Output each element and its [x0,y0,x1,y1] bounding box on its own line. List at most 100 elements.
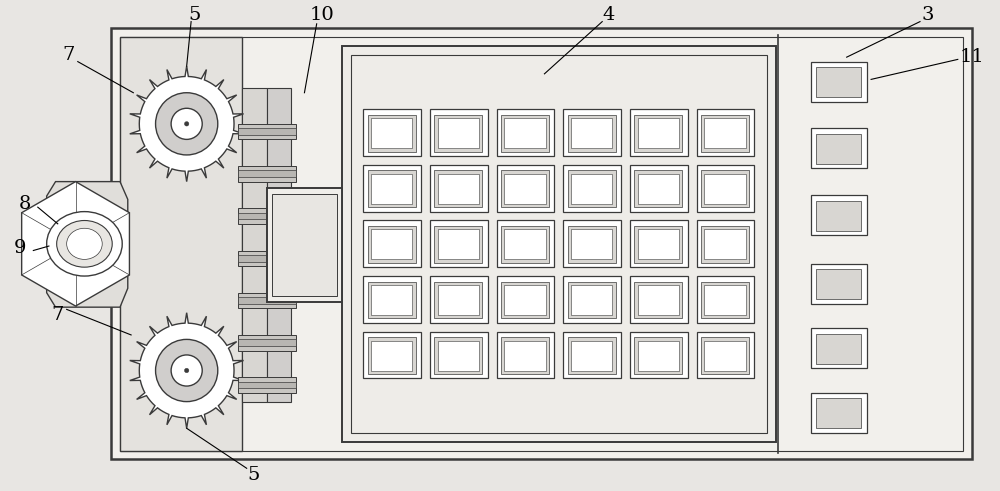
Bar [811,61,867,102]
Bar [238,335,296,351]
Bar [430,109,488,156]
Polygon shape [47,182,128,307]
Bar [816,134,861,164]
Bar [342,46,776,441]
Bar [272,194,337,296]
Text: 7: 7 [52,306,64,324]
Bar [704,229,746,259]
Bar [438,174,479,204]
Bar [816,334,861,364]
Bar [497,220,554,267]
Text: 10: 10 [310,6,335,24]
Ellipse shape [57,220,112,267]
Bar [504,229,546,259]
Bar [571,229,612,259]
Bar [697,331,754,378]
Bar [701,170,749,207]
Bar [368,170,416,207]
Bar [434,282,482,318]
Bar [816,200,861,230]
Bar [238,124,296,139]
Bar [238,213,296,219]
Bar [563,276,621,323]
Circle shape [184,122,189,126]
Bar [634,226,682,263]
Bar [568,115,616,152]
Bar [568,337,616,374]
Bar [634,282,682,318]
Bar [504,118,546,148]
Bar [238,250,296,266]
Bar [434,115,482,152]
Bar [563,220,621,267]
Bar [497,165,554,212]
Bar [238,166,296,182]
Bar [571,174,612,204]
Bar [497,276,554,323]
Text: 3: 3 [922,6,934,24]
Bar [811,328,867,368]
Bar [363,220,421,267]
Bar [563,331,621,378]
Bar [701,115,749,152]
Bar [634,170,682,207]
Circle shape [171,355,202,386]
Bar [430,165,488,212]
Bar [371,285,412,315]
Bar [638,174,679,204]
Bar [238,339,296,346]
Bar [811,264,867,304]
Bar [697,109,754,156]
Bar [568,170,616,207]
Bar [438,285,479,315]
Text: 4: 4 [603,6,615,24]
Bar [438,118,479,148]
Bar [811,128,867,168]
Circle shape [156,339,218,402]
Bar [363,165,421,212]
Bar [568,282,616,318]
Text: 9: 9 [14,239,26,257]
Polygon shape [130,313,244,428]
Bar [816,270,861,300]
Text: 8: 8 [18,195,31,213]
Bar [267,88,291,402]
Text: 11: 11 [960,48,985,66]
Bar [501,115,549,152]
Bar [704,340,746,371]
Bar [816,67,861,97]
Bar [238,293,296,308]
Bar [501,170,549,207]
Bar [568,226,616,263]
Bar [430,331,488,378]
Bar [563,109,621,156]
Bar [704,174,746,204]
Bar [501,337,549,374]
Bar [120,37,963,451]
Bar [120,37,242,451]
Bar [368,226,416,263]
Bar [111,28,972,460]
Bar [430,220,488,267]
Bar [238,170,296,177]
Bar [697,165,754,212]
Bar [242,88,267,402]
Bar [630,331,688,378]
Bar [238,297,296,304]
Bar [371,118,412,148]
Bar [638,229,679,259]
Bar [630,220,688,267]
Bar [630,109,688,156]
Text: 5: 5 [188,6,201,24]
Bar [363,276,421,323]
Bar [438,229,479,259]
Bar [504,174,546,204]
Bar [811,393,867,433]
Bar [563,165,621,212]
Bar [238,377,296,393]
Bar [638,340,679,371]
Bar [351,55,767,433]
Bar [497,331,554,378]
Bar [634,115,682,152]
Bar [371,174,412,204]
